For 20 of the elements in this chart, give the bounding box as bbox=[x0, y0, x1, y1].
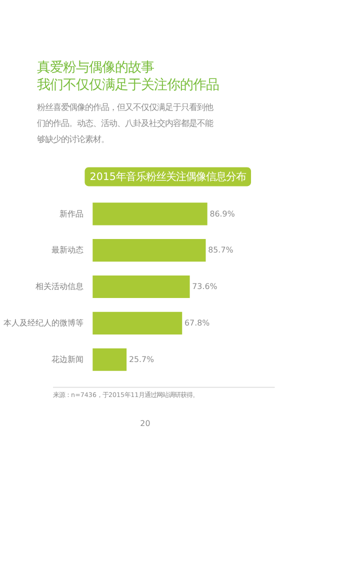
y-tick-label: 花边新闻 bbox=[52, 354, 84, 364]
bar bbox=[92, 239, 206, 262]
data-label: 86.9% bbox=[210, 209, 236, 218]
chart-title: 2015年音乐粉丝关注偶像信息分布 bbox=[90, 170, 246, 183]
y-tick-label: 本人及经纪人的微博等 bbox=[4, 318, 84, 328]
text: 我们不仅仅满足于关注你的作品 bbox=[37, 78, 220, 93]
y-tick-label: 最新动态 bbox=[52, 246, 84, 255]
bar bbox=[92, 348, 127, 371]
data-label: 67.8% bbox=[184, 318, 210, 328]
y-tick-label: 新作品 bbox=[60, 209, 84, 218]
text: 粉丝喜爱偶像的作品，但又不仅仅满足于只看到他们的作品。动态、活动、八卦及社交内容都是不能够缺少的讨论素材。 bbox=[37, 102, 214, 144]
bar bbox=[92, 202, 208, 226]
text: 真爱粉与偶像的故事 bbox=[37, 60, 154, 76]
y-tick-label: 相关活动信息 bbox=[36, 282, 84, 292]
data-label: 73.6% bbox=[192, 282, 218, 292]
text: 20 bbox=[140, 419, 150, 428]
data-label: 85.7% bbox=[208, 246, 234, 255]
data-label: 25.7% bbox=[128, 354, 155, 364]
bar bbox=[92, 312, 182, 334]
bar bbox=[92, 275, 190, 298]
